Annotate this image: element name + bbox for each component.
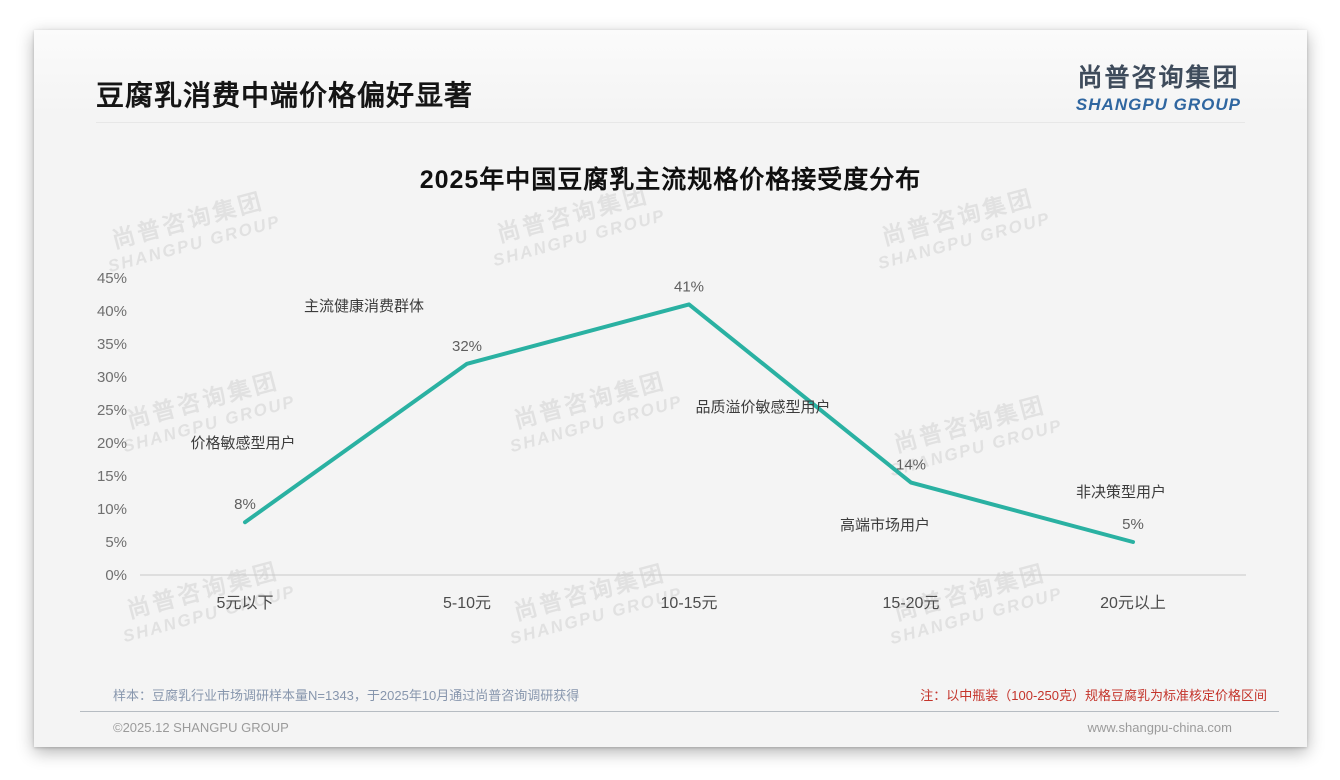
x-axis-category-label: 5元以下 — [217, 595, 274, 612]
website-link[interactable]: www.shangpu-china.com — [1087, 720, 1232, 735]
footer: ©2025.12 SHANGPU GROUP www.shangpu-china… — [113, 720, 1232, 735]
data-point-label: 8% — [234, 496, 256, 513]
segment-annotation: 高端市场用户 — [840, 517, 930, 534]
shangpu-logo: 尚普咨询集团 SHANGPU GROUP — [1076, 58, 1241, 115]
data-point-label: 32% — [452, 338, 482, 355]
report-card: 尚普咨询集团 SHANGPU GROUP 尚普咨询集团 SHANGPU GROUP 尚普… — [34, 30, 1307, 747]
segment-annotation: 价格敏感型用户 — [190, 435, 295, 452]
sample-note: 样本：豆腐乳行业市场调研样本量N=1343，于2025年10月通过尚普咨询调研获… — [113, 688, 580, 703]
title-divider — [96, 122, 1245, 123]
chart-title: 2025年中国豆腐乳主流规格价格接受度分布 — [419, 166, 922, 194]
copyright-text: ©2025.12 SHANGPU GROUP — [113, 720, 289, 735]
y-axis-tick: 5% — [105, 534, 127, 551]
data-point-label: 14% — [896, 457, 926, 474]
y-axis-tick: 25% — [97, 402, 127, 419]
logo-chinese-text: 尚普咨询集团 — [1077, 64, 1240, 92]
y-axis-tick: 35% — [97, 336, 127, 353]
y-axis-tick: 0% — [105, 567, 127, 584]
x-axis-category-label: 10-15元 — [661, 595, 718, 612]
x-axis-category-label: 20元以上 — [1100, 594, 1166, 612]
acceptance-line-series — [243, 302, 1135, 544]
data-point-label: 41% — [674, 278, 704, 295]
y-axis-tick: 10% — [97, 501, 127, 518]
y-axis-tick: 40% — [97, 303, 127, 320]
footer-divider — [80, 711, 1279, 712]
data-point-label: 5% — [1122, 516, 1144, 533]
x-axis-category-label: 5-10元 — [443, 595, 491, 612]
segment-annotation: 非决策型用户 — [1076, 484, 1166, 501]
y-axis-tick: 20% — [97, 435, 127, 452]
standard-note: 注：以中瓶装（100-250克）规格豆腐乳为标准核定价格区间 — [920, 688, 1267, 703]
price-acceptance-line-chart: 0% 5% 10% 15% 20% 25% 30% 35% 40% 45% 8% 32% 41% 14% 5… — [97, 270, 1246, 612]
y-axis-tick: 15% — [97, 468, 127, 485]
y-axis-tick: 45% — [97, 270, 127, 287]
x-axis-category-label: 15-20元 — [883, 595, 940, 612]
segment-annotation: 品质溢价敏感型用户 — [695, 399, 830, 416]
y-axis-tick: 30% — [97, 369, 127, 386]
segment-annotation: 主流健康消费群体 — [304, 298, 424, 315]
logo-english-text: SHANGPU GROUP — [1075, 95, 1241, 114]
page-title: 豆腐乳消费中端价格偏好显著 — [96, 80, 474, 111]
